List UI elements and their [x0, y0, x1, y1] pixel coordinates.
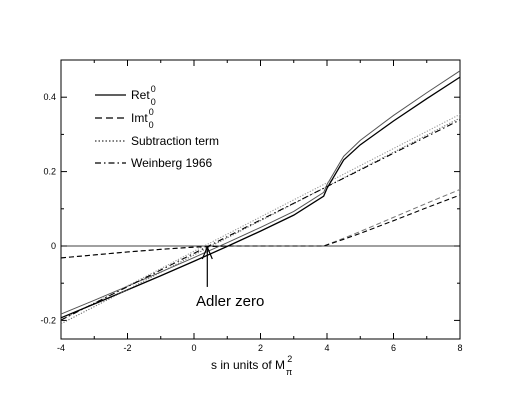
series-lines	[60, 76, 461, 325]
x-tick-label: 4	[324, 343, 329, 353]
legend-label-imt: Imt00	[131, 107, 154, 130]
series-band-line-1	[60, 188, 461, 259]
y-tick-label: 0	[51, 241, 56, 251]
x-tick-label: 0	[191, 343, 196, 353]
legend-label-subtraction: Subtraction term	[131, 134, 219, 148]
series-line-0	[60, 76, 461, 319]
series-band-line-0	[60, 70, 461, 315]
series-band-line-2	[60, 113, 461, 321]
series-line-1	[60, 194, 461, 259]
x-tick-label: -2	[123, 343, 131, 353]
legend-label-ret: Ret00	[131, 84, 156, 107]
annotation-arrow-head	[201, 245, 213, 260]
annotation-label: Adler zero	[196, 293, 264, 310]
series-line-3	[60, 119, 461, 321]
x-tick-label: 6	[391, 343, 396, 353]
x-tick-label: -4	[57, 343, 65, 353]
x-axis-title: s in units of Mπ2	[211, 354, 292, 377]
x-tick-label: 8	[457, 343, 462, 353]
axis-tick-labels: -4 -2 0 2 4 6 8 -0.2 0 0.2 0.4	[40, 92, 462, 353]
series-bands	[60, 70, 461, 321]
axis-ticks	[60, 59, 461, 339]
series-line-2	[60, 117, 461, 325]
legend: Ret00 Imt00 Subtraction term Weinberg 19…	[95, 84, 219, 170]
y-tick-label: 0.4	[43, 92, 56, 102]
adler-zero-annotation	[201, 245, 213, 287]
legend-label-weinberg: Weinberg 1966	[131, 156, 212, 170]
y-tick-label: 0.2	[43, 167, 56, 177]
x-tick-label: 2	[258, 343, 263, 353]
y-tick-label: -0.2	[40, 315, 56, 325]
